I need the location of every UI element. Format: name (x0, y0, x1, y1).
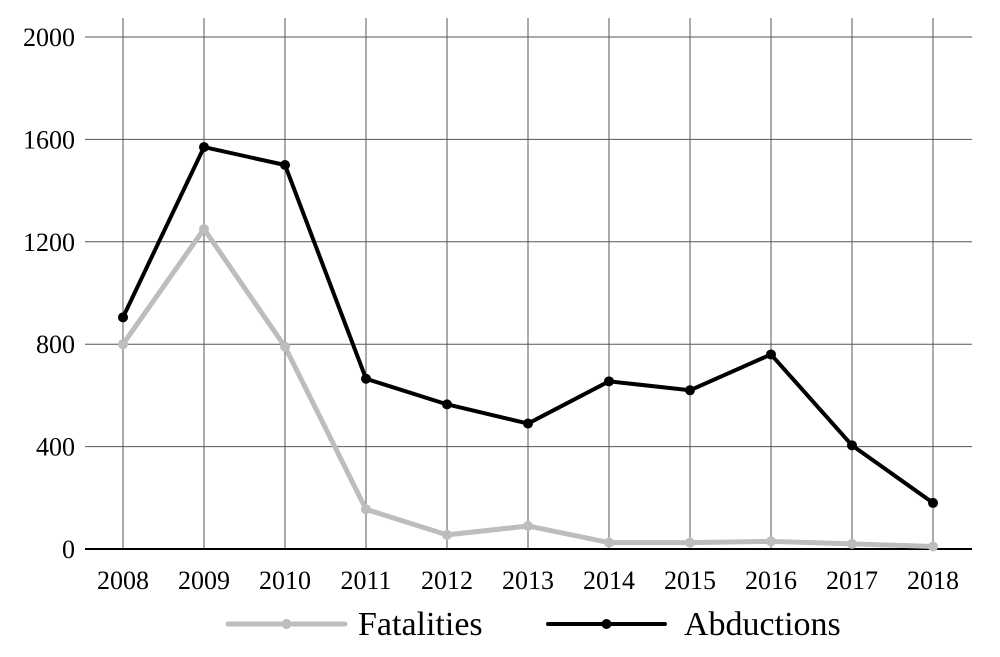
legend: Fatalities Abductions (225, 606, 841, 643)
y-axis-ticks: 0 400 800 1200 1600 2000 (23, 23, 75, 564)
legend-swatch-marker-abductions (601, 619, 612, 629)
x-tick-label-2009: 2009 (178, 566, 230, 595)
x-tick-label-2018: 2018 (907, 566, 959, 595)
point-abductions-2013 (523, 418, 533, 429)
legend-item-fatalities: Fatalities (225, 606, 483, 643)
point-fatalities-2008 (118, 339, 128, 350)
series-abductions (118, 142, 938, 508)
point-fatalities-2016 (766, 536, 776, 547)
point-fatalities-2011 (361, 504, 371, 515)
point-abductions-2010 (280, 160, 290, 170)
point-fatalities-2012 (442, 529, 452, 540)
point-abductions-2017 (847, 440, 857, 451)
x-tick-label-2012: 2012 (421, 566, 473, 595)
point-abductions-2008 (118, 312, 128, 323)
point-abductions-2011 (361, 373, 371, 384)
point-fatalities-2009 (199, 224, 209, 234)
point-abductions-2012 (442, 399, 452, 410)
grid (85, 18, 972, 550)
series-fatalities (118, 224, 938, 552)
point-abductions-2009 (199, 142, 209, 153)
point-fatalities-2018 (928, 541, 938, 552)
y-tick-label-0: 0 (62, 535, 75, 564)
x-tick-label-2017: 2017 (826, 566, 878, 595)
y-tick-label-2000: 2000 (23, 23, 75, 52)
y-tick-label-400: 400 (36, 433, 75, 462)
point-fatalities-2017 (847, 538, 857, 549)
legend-item-abductions: Abductions (546, 606, 841, 643)
y-tick-label-1200: 1200 (23, 228, 75, 257)
y-tick-label-800: 800 (36, 330, 75, 359)
point-fatalities-2014 (604, 537, 614, 548)
point-fatalities-2013 (523, 520, 533, 531)
point-abductions-2014 (604, 376, 614, 387)
point-fatalities-2015 (685, 537, 695, 548)
point-abductions-2015 (685, 385, 695, 396)
legend-label-fatalities: Fatalities (358, 606, 483, 643)
x-tick-label-2015: 2015 (664, 566, 716, 595)
point-abductions-2016 (766, 349, 776, 360)
legend-label-abductions: Abductions (684, 606, 841, 643)
x-axis-ticks: 2008 2009 2010 2011 2012 2013 2014 2015 2016 2017… (97, 566, 959, 595)
point-abductions-2018 (928, 497, 938, 508)
x-tick-label-2011: 2011 (340, 566, 391, 595)
x-tick-label-2014: 2014 (583, 566, 635, 595)
x-tick-label-2016: 2016 (745, 566, 797, 595)
legend-swatch-marker-fatalities (281, 619, 292, 629)
x-tick-label-2008: 2008 (97, 566, 149, 595)
point-fatalities-2010 (280, 341, 290, 352)
x-tick-label-2010: 2010 (259, 566, 311, 595)
series-layer (118, 142, 938, 552)
y-tick-label-1600: 1600 (23, 125, 75, 154)
x-tick-label-2013: 2013 (502, 566, 554, 595)
